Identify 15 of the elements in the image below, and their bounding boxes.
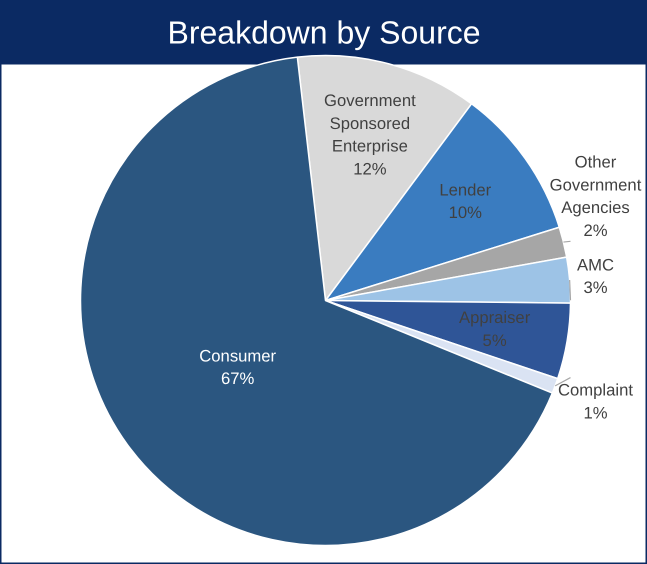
chart-title: Breakdown by Source bbox=[167, 14, 481, 50]
data-label: 10% bbox=[448, 203, 482, 222]
slice-label: Lender bbox=[439, 180, 492, 200]
data-label: 12% bbox=[353, 160, 387, 179]
data-label: 2% bbox=[583, 221, 608, 240]
data-label: 1% bbox=[583, 403, 608, 422]
data-label: 3% bbox=[583, 278, 608, 298]
slice-label: AMC bbox=[576, 255, 614, 274]
slice-label: Government Sponsored Enterprise bbox=[324, 91, 416, 156]
slice-label: Other Government Agencies bbox=[550, 152, 642, 218]
slice-label: Appraiser bbox=[458, 308, 531, 328]
data-label: 5% bbox=[482, 331, 507, 350]
data-label: 67% bbox=[221, 369, 255, 388]
slice-label: Consumer bbox=[199, 346, 277, 366]
slice-label: Complaint bbox=[558, 380, 634, 400]
